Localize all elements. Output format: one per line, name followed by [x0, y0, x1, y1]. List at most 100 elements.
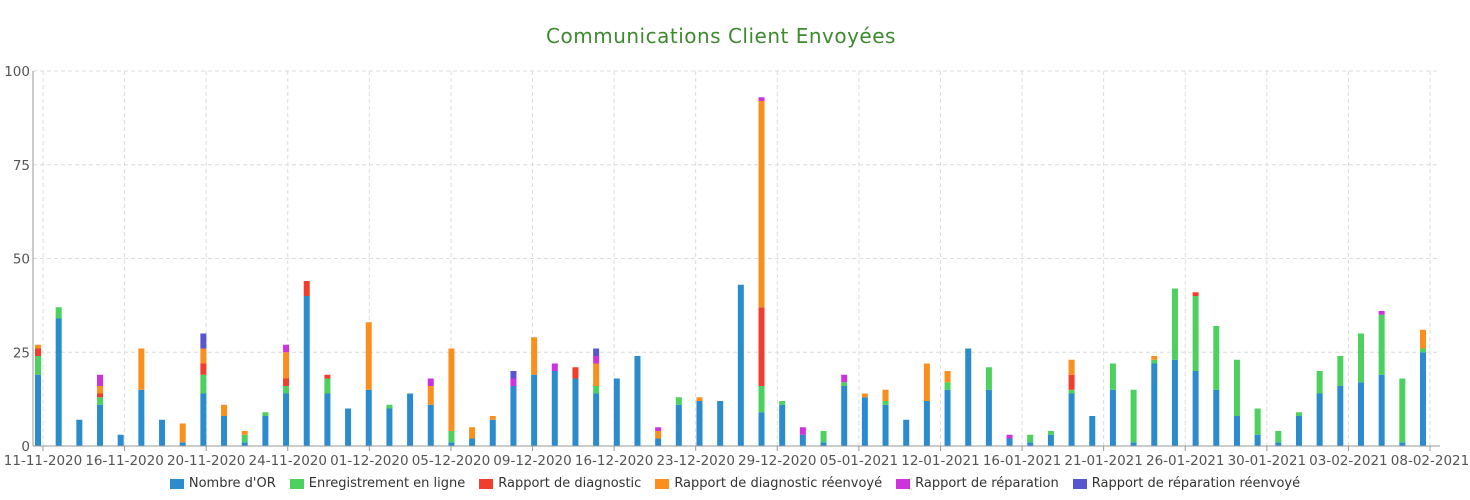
legend-item[interactable]: Rapport de réparation réenvoyé: [1072, 476, 1300, 491]
bar-segment: [944, 382, 951, 390]
bar-segment: [1130, 389, 1137, 443]
bar-segment: [737, 284, 744, 446]
bar-segment: [882, 404, 889, 446]
x-tick-label: 08-02-2021: [1391, 453, 1469, 469]
bar-segment: [1295, 412, 1302, 416]
bar-segment: [613, 378, 620, 446]
bars: [35, 97, 1426, 446]
bar-segment: [365, 322, 372, 390]
bar-segment: [35, 348, 41, 356]
bar-segment: [117, 434, 124, 446]
x-tick-label: 01-12-2020: [330, 453, 408, 469]
y-tick-label: 75: [13, 158, 30, 174]
legend-item[interactable]: Enregistrement en ligne: [289, 476, 466, 491]
bar-segment: [1006, 434, 1013, 439]
bar-segment: [841, 374, 848, 383]
bar-segment: [758, 307, 765, 386]
bar-segment: [1420, 329, 1426, 349]
bar-segment: [448, 348, 455, 431]
x-tick-label: 16-11-2020: [85, 453, 163, 469]
bar-segment: [510, 378, 517, 386]
chart-title: Communications Client Envoyées: [546, 24, 896, 48]
bar-segment: [179, 442, 186, 446]
bar-segment: [820, 442, 827, 446]
bar-segment: [97, 374, 104, 386]
bar-segment: [159, 419, 166, 446]
bar-segment: [572, 367, 579, 379]
bar-segment: [1233, 359, 1240, 416]
bar-segment: [35, 374, 41, 446]
bar-segment: [1151, 363, 1158, 446]
legend-item[interactable]: Rapport de réparation: [896, 476, 1059, 491]
bar-segment: [1399, 442, 1406, 446]
bar-segment: [97, 393, 104, 398]
legend-label: Enregistrement en ligne: [308, 476, 466, 491]
legend-swatch: [896, 478, 911, 489]
x-tick-label: 12-01-2021: [901, 453, 979, 469]
bar-segment: [1316, 393, 1323, 446]
bar-segment: [1254, 408, 1261, 435]
bar-segment: [241, 442, 248, 446]
legend-item[interactable]: Rapport de diagnostic réenvoyé: [655, 476, 882, 491]
bar-segment: [407, 393, 414, 446]
bar-segment: [655, 427, 662, 431]
bar-segment: [303, 281, 310, 296]
bar-segment: [1337, 356, 1344, 386]
legend-swatch: [1072, 478, 1087, 489]
x-tick-label: 03-02-2021: [1309, 453, 1387, 469]
bar-segment: [97, 386, 104, 394]
bar-segment: [324, 378, 331, 394]
bar-segment: [283, 386, 290, 394]
legend-swatch: [289, 478, 304, 489]
bar-segment: [386, 408, 393, 446]
bar-segment: [944, 389, 951, 446]
bar-segment: [1027, 442, 1034, 446]
bar-segment: [1027, 434, 1034, 443]
x-tick-label: 20-11-2020: [167, 453, 245, 469]
bar-segment: [200, 374, 207, 394]
bar-segment: [241, 434, 248, 443]
bar-segment: [572, 378, 579, 446]
legend-swatch: [169, 478, 184, 489]
bar-segment: [531, 374, 538, 446]
bar-segment: [841, 386, 848, 446]
bar-segment: [448, 442, 455, 446]
bar-segment: [696, 401, 703, 446]
legend-label: Rapport de diagnostic réenvoyé: [674, 476, 883, 491]
x-tick-label: 24-11-2020: [249, 453, 327, 469]
bar-segment: [675, 397, 682, 405]
legend-item[interactable]: Rapport de diagnostic: [479, 476, 641, 491]
bar-segment: [593, 386, 600, 394]
bar-segment: [1089, 416, 1096, 446]
bar-segment: [386, 404, 393, 409]
x-tick-label: 09-12-2020: [493, 453, 571, 469]
legend-item[interactable]: Nombre d'OR: [169, 476, 276, 491]
bar-segment: [1047, 434, 1054, 446]
x-tick-label: 16-12-2020: [575, 453, 653, 469]
bar-segment: [345, 408, 352, 446]
bar-segment: [1420, 348, 1426, 353]
bar-segment: [923, 363, 930, 401]
bar-segment: [903, 419, 910, 446]
bar-segment: [634, 356, 641, 446]
bar-segment: [841, 382, 848, 386]
bar-segment: [965, 348, 972, 446]
bar-segment: [593, 356, 600, 364]
bar-segment: [799, 434, 806, 446]
bar-segment: [923, 401, 930, 446]
bar-segment: [1068, 389, 1075, 394]
bar-segment: [1378, 374, 1385, 446]
bar-segment: [1233, 416, 1240, 446]
bar-segment: [221, 416, 228, 446]
y-tick-label: 50: [13, 252, 30, 268]
bar-segment: [779, 404, 786, 446]
bar-segment: [758, 97, 765, 101]
bar-segment: [1357, 333, 1364, 383]
bar-segment: [861, 393, 868, 398]
bar-segment: [1378, 314, 1385, 375]
bar-segment: [262, 412, 269, 416]
bar-segment: [427, 378, 434, 386]
x-tick-label: 11-11-2020: [4, 453, 82, 469]
bar-segment: [882, 389, 889, 401]
